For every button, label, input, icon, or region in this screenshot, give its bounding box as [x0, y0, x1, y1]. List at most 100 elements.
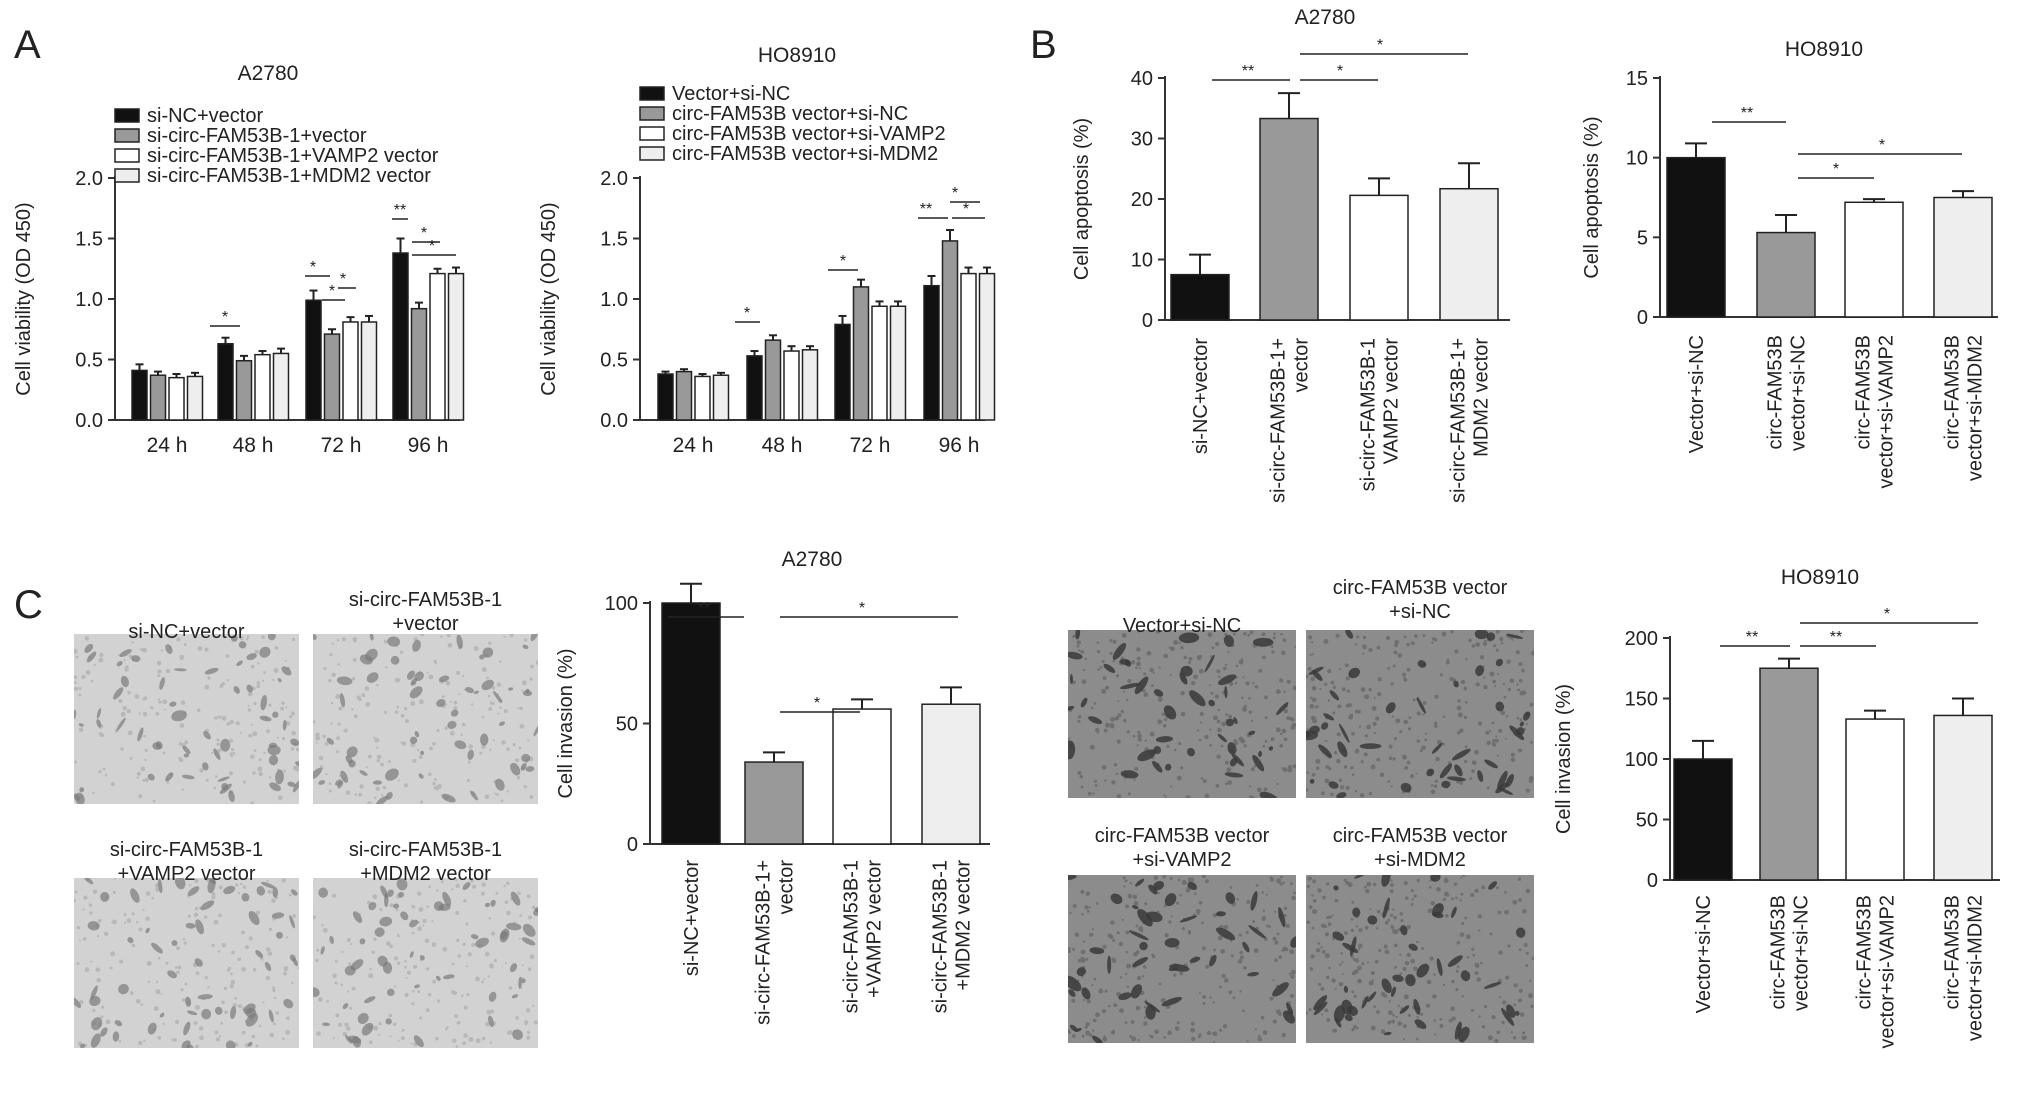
bar	[217, 343, 234, 421]
y-tick-label: 0.5	[600, 350, 628, 372]
y-tick-label: 100	[1625, 749, 1658, 771]
bar	[149, 374, 167, 421]
y-tick-label: 0	[1142, 310, 1153, 332]
legend-label: si-circ-FAM53B-1+MDM2 vector	[147, 165, 431, 187]
micrograph-caption-line: si-circ-FAM53B-1	[109, 839, 264, 861]
bar	[661, 602, 721, 845]
significance-marker: *	[340, 271, 346, 288]
micrograph-caption: si-NC+vector	[64, 620, 309, 644]
micrograph-caption-line: circ-FAM53B vector	[1332, 825, 1508, 847]
micrograph-caption: Vector+si-NC	[1058, 614, 1306, 638]
significance-marker: *	[329, 283, 335, 300]
invasion-micrograph	[313, 634, 538, 804]
legend-label: si-NC+vector	[147, 105, 263, 127]
x-tick-label: Vector+si-NC	[1686, 335, 1708, 453]
y-tick-label: 100	[605, 593, 638, 615]
y-tick-label: 15	[1626, 68, 1648, 90]
bar	[1844, 201, 1904, 318]
y-tick-label: 150	[1625, 689, 1658, 711]
micrograph-texture	[313, 878, 538, 1048]
significance-marker: *	[1884, 606, 1890, 623]
bar	[923, 284, 940, 421]
y-tick-label: 0	[1637, 307, 1648, 329]
bar	[712, 374, 730, 421]
micrograph-texture	[1306, 630, 1534, 798]
y-tick-label: 1.0	[600, 289, 628, 311]
micrograph-caption-line: +MDM2 vector	[360, 863, 491, 885]
bar	[168, 376, 185, 421]
bar	[978, 272, 996, 421]
x-tick-label: circ-FAM53B	[1854, 895, 1876, 1009]
significance-marker: *	[1833, 161, 1839, 178]
y-tick-label: 40	[1131, 68, 1153, 90]
chart-title: HO8910	[1781, 566, 1859, 589]
panel-label: C	[14, 583, 43, 627]
y-tick-label: 5	[1637, 227, 1648, 249]
chart-title: HO8910	[758, 44, 836, 67]
micrograph-texture	[1068, 630, 1296, 798]
significance-marker: *	[421, 225, 427, 242]
panel-label: A	[14, 23, 41, 67]
bar	[852, 286, 870, 421]
x-tick-label: vector+si-NC	[1791, 895, 1813, 1011]
bar	[186, 375, 204, 421]
bar	[429, 272, 446, 421]
y-tick-label: 0.5	[75, 350, 103, 372]
legend-swatch	[114, 168, 140, 183]
micrograph-caption: circ-FAM53B vector +si-MDM2	[1296, 824, 1544, 872]
chart-B2: 0 5 10 15 Cell apoptosis (%) HO8910 Vector+si-…	[1581, 38, 1998, 489]
invasion-micrograph	[1306, 630, 1534, 798]
micrograph-texture	[313, 634, 538, 804]
x-tick-label: Vector+si-NC	[1693, 895, 1715, 1013]
y-axis-label: Cell invasion (%)	[1553, 684, 1575, 834]
chart-A1: 0.0 0.5 1.0 1.5 2.0 Cell viability (OD 450) A2…	[13, 62, 465, 457]
x-tick-label: 48 h	[762, 434, 803, 457]
x-tick-label: +MDM2 vector	[953, 860, 975, 991]
y-tick-label: 0	[627, 834, 638, 856]
bar	[746, 355, 763, 421]
micrograph-caption-line: circ-FAM53B vector	[1094, 825, 1270, 847]
x-tick-label: si-circ-FAM53B-1+	[1448, 338, 1470, 503]
chart-C2: 0 50 100 150 200 Cell invasion (%) HO8910 Vecto…	[1553, 566, 2000, 1049]
bar	[1349, 194, 1409, 321]
micrograph-texture	[1306, 875, 1534, 1043]
micrograph-caption-line: +si-NC	[1389, 601, 1451, 623]
x-tick-label: VAMP2 vector	[1381, 338, 1403, 465]
x-tick-label: 24 h	[147, 434, 188, 457]
legend-swatch	[639, 86, 665, 101]
x-tick-label: 96 h	[408, 434, 449, 457]
micrograph-caption-line: +VAMP2 vector	[117, 863, 256, 885]
significance-marker: **	[1242, 63, 1254, 80]
bar	[921, 703, 981, 845]
invasion-micrograph	[1068, 630, 1296, 798]
legend-label: circ-FAM53B vector+si-NC	[672, 103, 908, 125]
panel-label: B	[1030, 23, 1057, 67]
bar	[235, 359, 253, 421]
chart-A2: 0.0 0.5 1.0 1.5 2.0 Cell viability (OD 450) HO…	[538, 44, 996, 457]
bar	[131, 369, 148, 421]
micrograph-caption: circ-FAM53B vector +si-VAMP2	[1058, 824, 1306, 872]
x-tick-label: 72 h	[850, 434, 891, 457]
legend-swatch	[639, 106, 665, 121]
bar	[360, 321, 378, 421]
micrograph-texture	[74, 878, 299, 1048]
bar	[392, 252, 409, 421]
bar	[834, 323, 851, 421]
x-tick-label: MDM2 vector	[1471, 338, 1493, 457]
invasion-micrograph	[74, 878, 299, 1048]
y-axis-label: Cell invasion (%)	[555, 648, 577, 798]
significance-marker: *	[744, 305, 750, 322]
significance-marker: **	[1830, 629, 1842, 646]
y-tick-label: 1.5	[600, 229, 628, 251]
chart-C1: 0 50 100 Cell invasion (%) A2780 si-NC+vector…	[555, 548, 990, 1025]
legend-label: si-circ-FAM53B-1+vector	[147, 125, 367, 147]
chart-title: A2780	[238, 62, 299, 85]
chart-B1: 0 10 20 30 40 Cell apoptosis (%) A2780 si-NC+ve…	[1071, 6, 1510, 503]
bar	[1439, 187, 1499, 321]
micrograph-caption-line: si-circ-FAM53B-1	[348, 839, 503, 861]
bar	[1756, 231, 1816, 318]
x-tick-label: vector+si-MDM2	[1965, 335, 1987, 481]
significance-marker: **	[920, 201, 932, 218]
bar	[694, 375, 711, 421]
